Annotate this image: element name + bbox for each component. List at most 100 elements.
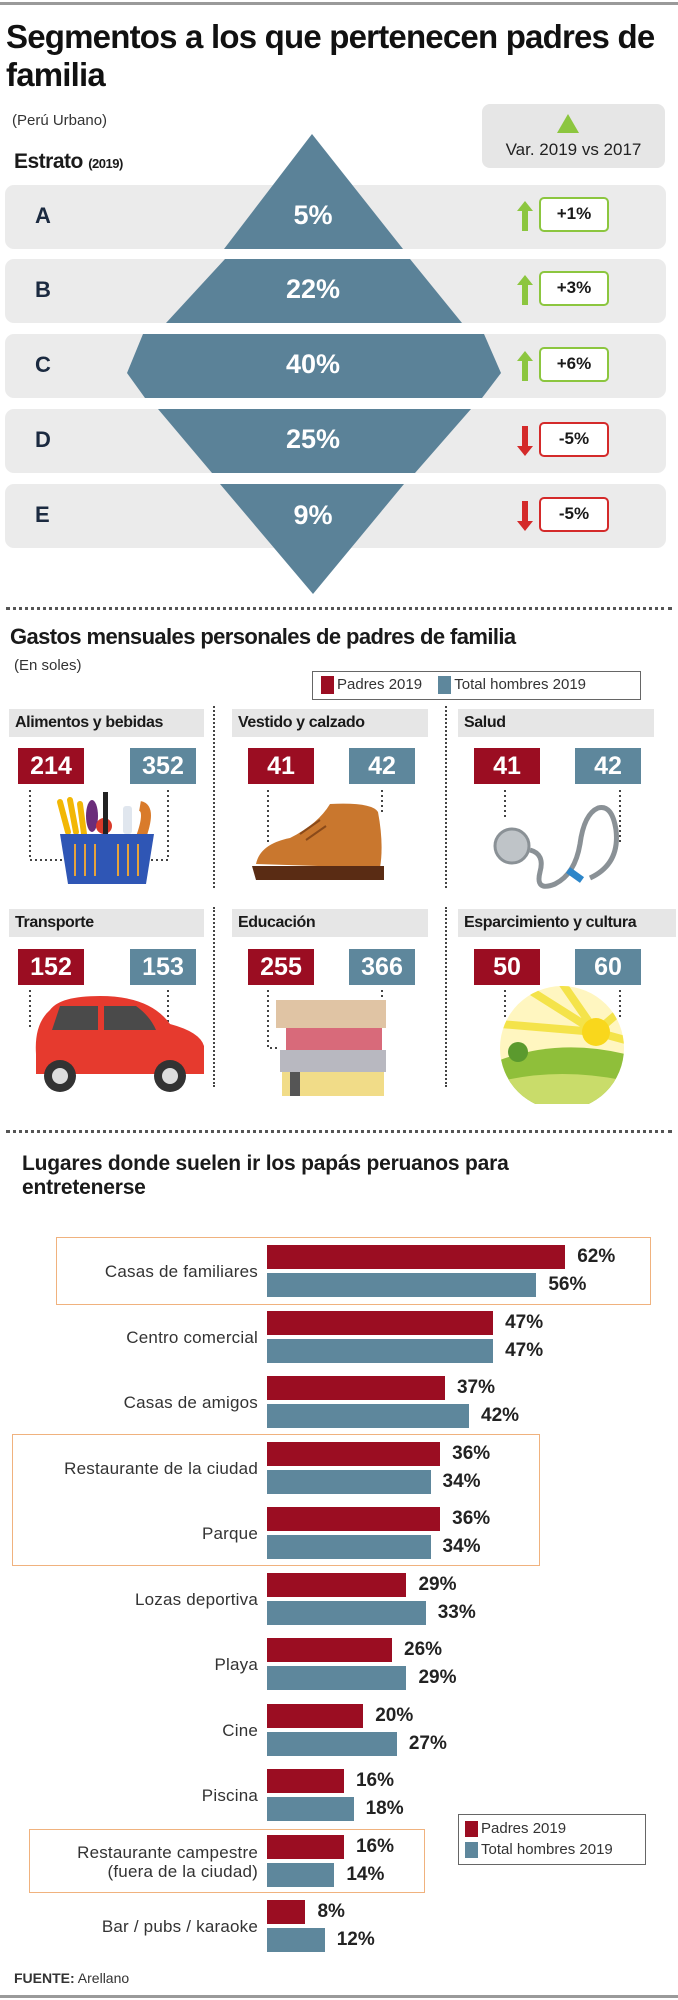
legend-label: Padres 2019 (337, 676, 423, 693)
subtitle: (Perú Urbano) (12, 112, 108, 129)
bar-total-hombres (267, 1600, 426, 1625)
category-label: Restaurante de la ciudad (64, 1458, 258, 1478)
spending-legend: Padres 2019 Total hombres 2019 (312, 671, 641, 700)
arrow-down-icon (517, 426, 533, 456)
stratum-letter: D (35, 427, 51, 452)
bar-value-label: 47% (505, 1311, 544, 1333)
arrow-up-icon (517, 275, 533, 305)
legend-label: Padres 2019 (481, 1820, 567, 1837)
category-header: Vestido y calzado (232, 709, 428, 737)
bar-value-label: 27% (408, 1732, 447, 1754)
bar-value-label: 29% (418, 1573, 457, 1595)
column-divider (213, 907, 215, 1087)
bar-value-label: 36% (452, 1508, 491, 1529)
stratum-letter: E (35, 502, 50, 527)
bar-padres (267, 1834, 344, 1859)
bar-padres (267, 1769, 344, 1793)
grocery-basket-icon (57, 792, 154, 884)
pyramid-segment-d (158, 409, 471, 473)
bar-value-label: 36% (452, 1442, 491, 1464)
spending-icons (29, 790, 624, 1104)
legend-label: Total hombres 2019 (481, 1841, 613, 1858)
stratum-letter: C (35, 352, 51, 377)
category-label: Cine (222, 1720, 258, 1740)
legend-swatch-padres (321, 676, 334, 695)
stethoscope-icon (493, 804, 619, 889)
bar-padres (267, 1441, 441, 1466)
bar-total-hombres (267, 1862, 335, 1887)
category-label: Centro comercial (126, 1327, 258, 1347)
spending-unit: (En soles) (14, 657, 82, 674)
bar-padres (267, 1310, 494, 1335)
bar-value-label: 33% (437, 1601, 476, 1623)
estrato-heading: Estrato (2019) (14, 150, 123, 174)
estrato-label: Estrato (14, 150, 83, 173)
stratum-pct-e: 9% (293, 500, 333, 530)
bar-padres (267, 1703, 364, 1728)
pyramid-segment-e (220, 484, 404, 594)
column-divider (213, 706, 215, 888)
bar-total-hombres (267, 1404, 470, 1428)
pyramid-segment-c (127, 334, 501, 398)
stratum-pct-d: 25% (285, 424, 341, 454)
car-icon (35, 996, 205, 1092)
bar-value-label: 56% (548, 1274, 587, 1295)
category-label: Playa (214, 1655, 258, 1674)
category-label: Bar / pubs / karaoke (101, 1917, 258, 1936)
arrow-down-icon (517, 501, 533, 531)
category-label: Casas de familiares (104, 1262, 258, 1281)
stratum-pct-b: 22% (285, 274, 341, 304)
value-padres: 50 (474, 949, 540, 985)
value-total: 42 (349, 748, 415, 784)
estrato-year: (2019) (88, 156, 123, 171)
bar-value-label: 37% (456, 1377, 495, 1398)
stratum-pct-c: 40% (285, 349, 341, 379)
bar-padres (267, 1376, 445, 1400)
spending-title: Gastos mensuales personales de padres de… (10, 624, 516, 649)
bar-value-label: 34% (442, 1536, 481, 1557)
highlight-box (12, 1434, 540, 1566)
bar-value-label: 16% (355, 1835, 394, 1857)
section-divider (6, 1130, 672, 1133)
variation-label: Var. 2019 vs 2017 (505, 140, 642, 159)
chart-legend: Padres 2019 Total hombres 2019 (458, 1814, 646, 1865)
category-header: Alimentos y bebidas (9, 709, 204, 737)
value-padres: 41 (474, 748, 540, 784)
legend-swatch-total (438, 676, 452, 695)
books-icon (276, 1000, 386, 1096)
bar-total-hombres (267, 1338, 494, 1363)
column-divider (445, 907, 447, 1087)
value-total: 352 (130, 748, 196, 784)
pyramid-segment-b (166, 259, 462, 323)
bar-padres (267, 1572, 407, 1597)
change-badge-a: +1% (539, 197, 609, 232)
change-badge-e: -5% (539, 497, 609, 532)
bar-value-label: 29% (418, 1667, 457, 1688)
bar-value-label: 16% (355, 1770, 394, 1791)
bar-total-hombres (267, 1797, 354, 1821)
category-header: Transporte (9, 909, 204, 937)
category-label: Casas de amigos (123, 1393, 258, 1412)
bar-value-label: 18% (365, 1798, 404, 1819)
bar-total-hombres (267, 1731, 397, 1756)
bar-padres (267, 1245, 566, 1269)
category-label: Parque (201, 1524, 258, 1543)
bar-total-hombres (267, 1928, 325, 1952)
category-header: Salud (458, 709, 654, 737)
change-badge-b: +3% (539, 271, 609, 306)
value-total: 60 (575, 949, 641, 985)
category-header: Esparcimiento y cultura (458, 909, 676, 937)
arrow-up-icon (517, 351, 533, 381)
bar-value-label: 42% (481, 1405, 520, 1426)
top-rule (0, 2, 678, 5)
bar-value-label: 14% (346, 1863, 385, 1885)
value-total: 153 (130, 949, 196, 985)
source-value: Arellano (77, 1970, 130, 1986)
value-padres: 214 (18, 748, 84, 784)
highlight-box (56, 1237, 651, 1305)
bar-value-label: 20% (375, 1704, 414, 1726)
section-divider (6, 607, 672, 610)
chart-title: Lugares donde suelen ir los papás peruan… (22, 1152, 509, 1199)
value-total: 366 (349, 949, 415, 985)
